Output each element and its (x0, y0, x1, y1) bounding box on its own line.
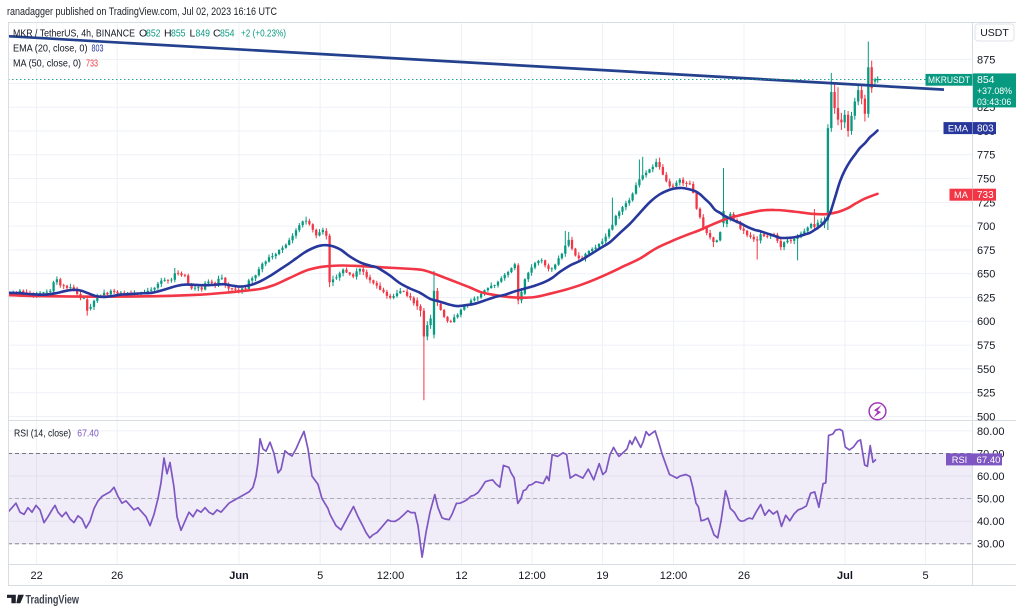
svg-text:80.00: 80.00 (977, 426, 1005, 438)
svg-text:RSI (14, close): RSI (14, close) (14, 428, 71, 440)
svg-text:RSI: RSI (952, 455, 968, 465)
svg-text:H: H (164, 28, 172, 40)
svg-text:22: 22 (30, 570, 42, 582)
svg-text:625: 625 (977, 292, 995, 304)
svg-text:852: 852 (146, 28, 161, 40)
svg-text:12: 12 (455, 570, 467, 582)
svg-text:525: 525 (977, 388, 995, 400)
svg-text:03:43:06: 03:43:06 (977, 97, 1011, 107)
svg-text:60.00: 60.00 (977, 471, 1005, 483)
svg-text:MKRUSDT: MKRUSDT (928, 75, 971, 85)
svg-text:12:00: 12:00 (660, 570, 688, 582)
svg-text:5: 5 (317, 570, 323, 582)
svg-text:854: 854 (220, 28, 235, 40)
svg-text:803: 803 (92, 43, 104, 55)
svg-text:50.00: 50.00 (977, 494, 1005, 506)
svg-text:5: 5 (922, 570, 928, 582)
svg-text:Jun: Jun (229, 570, 249, 582)
svg-text:12:00: 12:00 (518, 570, 546, 582)
svg-text:575: 575 (977, 340, 995, 352)
svg-text:MKR / TetherUS, 4h, BINANCE: MKR / TetherUS, 4h, BINANCE (13, 28, 135, 40)
svg-text:L: L (190, 28, 196, 40)
svg-text:USDT: USDT (980, 27, 1009, 39)
svg-text:675: 675 (977, 245, 995, 257)
svg-text:+37.08%: +37.08% (977, 86, 1012, 96)
svg-text:650: 650 (977, 269, 995, 281)
svg-text:849: 849 (196, 28, 211, 40)
svg-text:775: 775 (977, 150, 995, 162)
svg-text:40.00: 40.00 (977, 516, 1005, 528)
svg-text:67.40: 67.40 (77, 428, 99, 440)
svg-text:733: 733 (977, 190, 994, 201)
svg-text:733: 733 (86, 58, 98, 70)
svg-text:750: 750 (977, 174, 995, 186)
svg-text:EMA: EMA (948, 124, 969, 134)
svg-text:875: 875 (977, 55, 995, 67)
svg-text:19: 19 (596, 570, 608, 582)
svg-text:ranadagger published on Tradin: ranadagger published on TradingView.com,… (7, 6, 277, 18)
svg-text:TradingView: TradingView (26, 595, 80, 607)
svg-text:EMA (20, close, 0): EMA (20, close, 0) (13, 43, 88, 55)
svg-text:600: 600 (977, 316, 995, 328)
svg-text:854: 854 (977, 74, 995, 86)
svg-text:550: 550 (977, 364, 995, 376)
svg-text:67.40: 67.40 (977, 455, 1001, 466)
svg-text:MA (50, close, 0): MA (50, close, 0) (13, 58, 81, 70)
svg-text:855: 855 (171, 28, 186, 40)
svg-text:26: 26 (738, 570, 750, 582)
svg-text:30.00: 30.00 (977, 539, 1005, 551)
svg-text:26: 26 (111, 570, 123, 582)
svg-text:12:00: 12:00 (377, 570, 405, 582)
svg-text:700: 700 (977, 221, 995, 233)
svg-text:500: 500 (977, 411, 995, 423)
svg-text:Jul: Jul (837, 570, 853, 582)
svg-text:MA: MA (954, 190, 969, 200)
svg-text:803: 803 (977, 124, 994, 135)
svg-text:C: C (213, 28, 221, 40)
svg-text:+2 (+0.23%): +2 (+0.23%) (241, 28, 286, 40)
svg-text:O: O (139, 28, 147, 40)
